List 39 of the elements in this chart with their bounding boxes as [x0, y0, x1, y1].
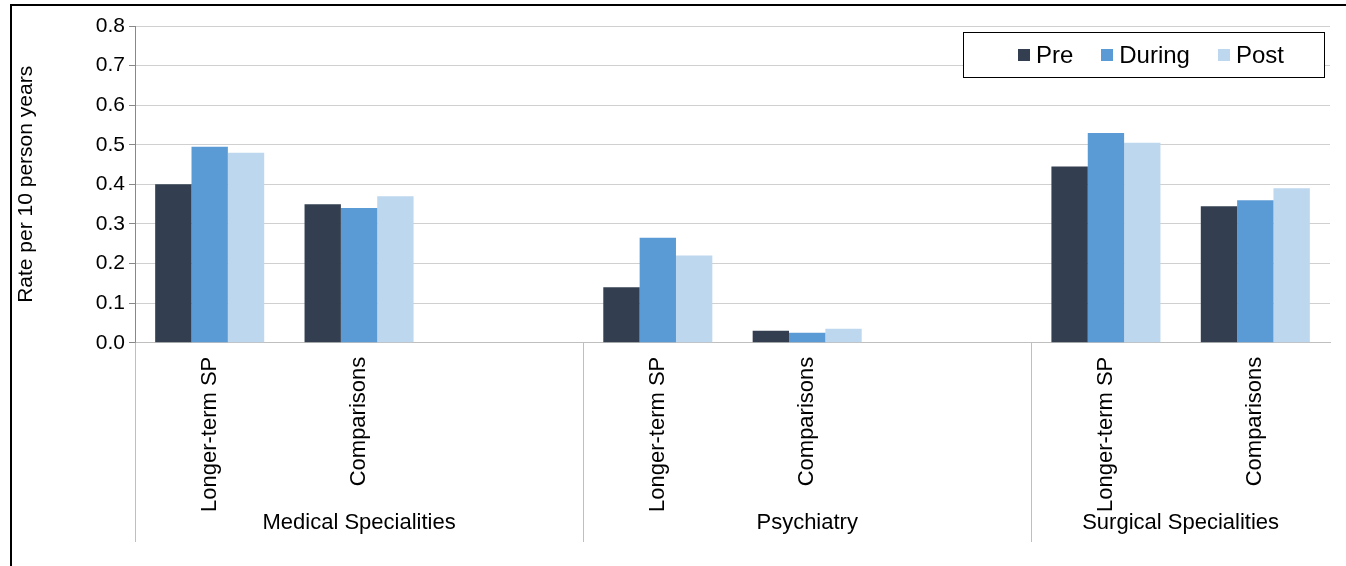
x-tick-label: Longer-term SP — [1092, 356, 1117, 513]
legend-label: During — [1119, 41, 1190, 69]
legend-label: Pre — [1035, 41, 1074, 69]
x-tick-label: Comparisons — [345, 356, 371, 487]
x-tick-label: Comparisons — [793, 356, 819, 487]
bar — [825, 328, 862, 343]
bar — [340, 208, 378, 343]
bar — [1237, 200, 1274, 343]
y-tick-label: 0.2 — [95, 250, 125, 274]
bar — [191, 146, 228, 343]
bar — [1087, 132, 1125, 343]
x-tick-label: Comparisons — [1241, 356, 1267, 487]
bar — [1124, 142, 1161, 343]
bar — [155, 184, 192, 343]
y-tick-label: 0.1 — [95, 289, 125, 313]
bar — [675, 255, 713, 343]
y-axis-title: Rate per 10 person years — [13, 65, 37, 303]
bar — [789, 332, 826, 343]
bar — [1200, 206, 1238, 343]
bar — [377, 196, 414, 343]
y-tick-label: 0.5 — [95, 131, 125, 155]
y-tick-label: 0.3 — [95, 210, 125, 234]
y-tick-label: 0.7 — [95, 52, 125, 76]
y-tick-label: 0.4 — [95, 171, 126, 195]
legend-label: Post — [1235, 41, 1284, 69]
y-tick-label: 0.0 — [95, 329, 125, 353]
x-tick-label: Longer-term SP — [195, 356, 221, 513]
bar — [1051, 166, 1088, 343]
bar — [752, 330, 790, 343]
y-tick-label: 0.6 — [95, 91, 125, 115]
bar — [1273, 188, 1310, 343]
text: Psychiatry — [756, 509, 858, 535]
bar — [639, 237, 676, 343]
x-tick-label: Longer-term SP — [643, 356, 669, 513]
text: Medical Specialities — [262, 509, 456, 535]
y-tick-label: 0.8 — [95, 12, 125, 36]
bar — [304, 204, 341, 343]
bar — [603, 287, 640, 343]
bar — [227, 152, 265, 343]
